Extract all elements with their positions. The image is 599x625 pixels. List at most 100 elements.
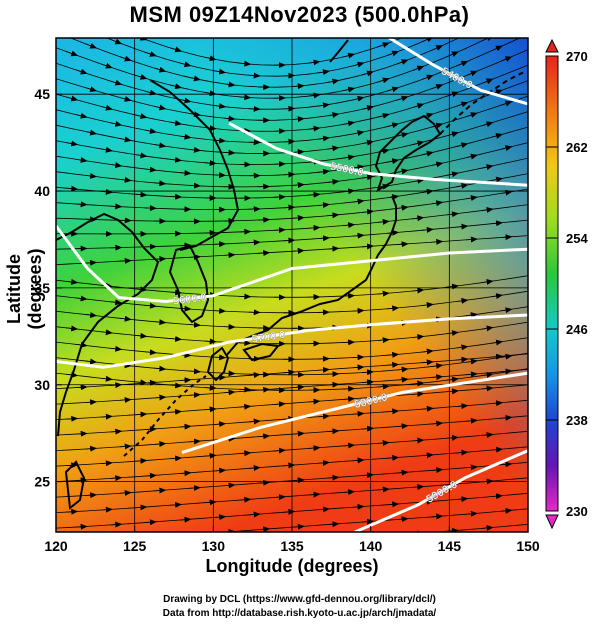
- credit-data: Data from http://database.rish.kyoto-u.a…: [162, 608, 437, 619]
- contour-line: [386, 38, 528, 106]
- wind-arrow: [223, 370, 236, 377]
- wind-arrow: [387, 408, 400, 415]
- wind-arrow: [292, 116, 305, 123]
- wind-arrow: [169, 83, 183, 90]
- wind-arrow: [412, 29, 423, 34]
- wind-arrow: [490, 176, 504, 183]
- wind-arrow: [465, 195, 478, 202]
- y-tick-label: 40: [34, 183, 50, 199]
- wind-arrow: [66, 185, 79, 192]
- y-tick-label: 45: [34, 86, 50, 102]
- wind-arrow: [239, 450, 252, 457]
- wind-arrow: [154, 365, 167, 372]
- wind-arrow: [500, 145, 513, 152]
- wind-arrow: [412, 483, 425, 490]
- wind-arrow: [135, 191, 148, 198]
- wind-arrow: [446, 171, 459, 178]
- wind-arrow: [412, 391, 425, 397]
- wind-arrow: [308, 445, 321, 452]
- wind-arrow: [396, 469, 409, 476]
- y-axis-label: Latitude (degrees): [4, 248, 45, 330]
- wind-arrow: [352, 354, 365, 361]
- wind-arrow: [431, 84, 444, 90]
- wind-arrow: [119, 96, 132, 102]
- wind-arrow: [100, 188, 113, 195]
- wind-arrow: [248, 239, 261, 246]
- wind-arrow: [465, 510, 478, 517]
- wind-arrow: [154, 66, 167, 73]
- wind-arrow: [343, 86, 356, 93]
- wind-arrow: [343, 489, 356, 496]
- wind-arrow: [283, 462, 296, 469]
- wind-arrow: [490, 220, 504, 227]
- wind-arrow: [500, 189, 513, 196]
- wind-arrow: [135, 332, 148, 339]
- wind-arrow: [361, 208, 375, 215]
- wind-arrow: [377, 383, 390, 390]
- wind-arrow: [456, 403, 469, 410]
- wind-arrow: [179, 133, 192, 140]
- wind-arrow: [396, 376, 409, 383]
- wind-arrow: [343, 339, 356, 346]
- wind-arrow: [135, 152, 148, 159]
- wind-arrow: [396, 59, 409, 65]
- wind-arrow: [258, 250, 271, 257]
- wind-arrow: [66, 415, 79, 422]
- wind-arrow: [154, 441, 167, 448]
- coastline-hokkaido: [374, 114, 442, 193]
- wind-arrow: [352, 61, 365, 68]
- wind-arrow: [327, 428, 340, 435]
- wind-arrow: [352, 232, 365, 239]
- coastline-sakhalin: [329, 39, 349, 63]
- wind-arrow: [84, 86, 98, 92]
- wind-arrow: [317, 235, 330, 242]
- coastline-kyushu: [206, 346, 230, 382]
- colorbar-tick-label: 262: [566, 140, 588, 155]
- wind-arrow: [421, 302, 434, 308]
- wind-arrow: [223, 252, 236, 259]
- x-tick-label: 120: [44, 538, 68, 554]
- wind-arrow: [481, 121, 494, 128]
- wind-arrow: [119, 315, 132, 322]
- contour-line: [354, 449, 528, 532]
- wind-arrow: [100, 329, 113, 336]
- wind-arrow: [214, 421, 227, 428]
- wind-arrow: [412, 287, 425, 294]
- wind-arrow: [377, 337, 390, 344]
- wind-arrow: [144, 302, 157, 309]
- wind-arrow: [239, 403, 252, 410]
- wind-arrow: [292, 384, 305, 391]
- wind-arrow: [139, 38, 148, 41]
- wind-arrow: [500, 234, 513, 241]
- wind-arrow: [396, 168, 409, 175]
- colorbar-tick-label: 270: [566, 49, 588, 64]
- wind-arrow: [352, 503, 365, 510]
- wind-arrow: [343, 538, 354, 539]
- wind-arrow: [214, 354, 227, 361]
- wind-arrow: [135, 504, 148, 511]
- wind-arrow: [66, 95, 79, 102]
- wind-arrow: [387, 122, 400, 129]
- wind-arrow: [66, 6, 77, 11]
- wind-arrow: [170, 193, 183, 200]
- wind-arrow: [465, 112, 478, 118]
- x-tick-label: 145: [438, 538, 462, 554]
- coastline-russia: [149, 79, 240, 251]
- wind-arrow: [500, 368, 513, 375]
- wind-arrow: [387, 501, 400, 508]
- wind-arrow: [327, 178, 340, 185]
- wind-arrow: [85, 259, 98, 266]
- wind-arrow: [352, 364, 365, 371]
- wind-arrow: [317, 135, 330, 142]
- wind-arrow: [292, 83, 305, 90]
- wind-arrow: [446, 376, 459, 383]
- wind-arrow: [481, 78, 494, 85]
- wind-arrow: [431, 200, 444, 207]
- contour-line: [228, 121, 528, 187]
- wind-arrow: [387, 158, 400, 165]
- wind-arrow: [239, 60, 252, 67]
- wind-arrow: [248, 465, 261, 472]
- wind-arrow: [456, 20, 467, 26]
- streamline: [430, 523, 528, 532]
